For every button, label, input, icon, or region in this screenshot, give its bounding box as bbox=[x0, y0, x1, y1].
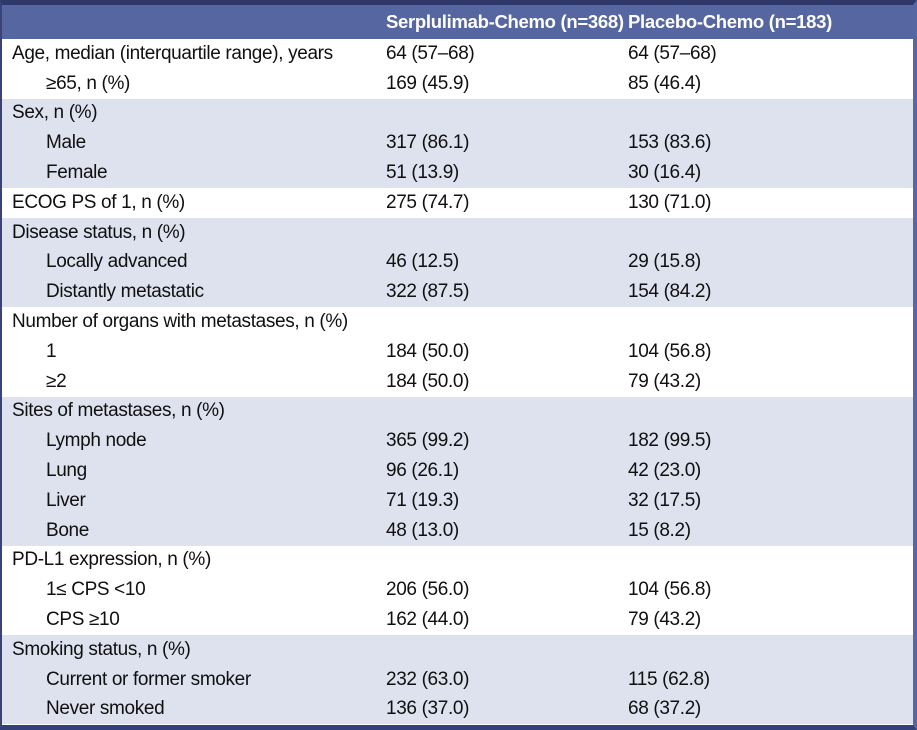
table-row: Locally advanced 46 (12.5) 29 (15.8) bbox=[2, 248, 913, 278]
row-label: CPS ≥10 bbox=[46, 609, 120, 631]
table-row: Disease status, n (%) bbox=[2, 218, 913, 248]
row-label: Lymph node bbox=[46, 430, 147, 452]
table-row: Sex, n (%) bbox=[2, 99, 913, 129]
row-label: Sex, n (%) bbox=[12, 102, 98, 124]
row-value-serplulimab: 365 (99.2) bbox=[386, 430, 470, 452]
row-label: Female bbox=[46, 162, 108, 184]
row-label: Bone bbox=[46, 519, 89, 541]
header-col-serplulimab-chemo: Serplulimab-Chemo (n=368) bbox=[386, 11, 624, 32]
row-label: Age, median (interquartile range), years bbox=[12, 42, 333, 64]
row-value-serplulimab: 232 (63.0) bbox=[386, 668, 470, 690]
row-label: 1 bbox=[46, 340, 57, 362]
table-row: Liver 71 (19.3) 32 (17.5) bbox=[2, 486, 913, 516]
table-group-1: Sex, n (%) Male 317 (86.1) 153 (83.6) Fe… bbox=[2, 98, 913, 188]
table-row: Lung 96 (26.1) 42 (23.0) bbox=[2, 456, 913, 486]
header-col-placebo-chemo: Placebo-Chemo (n=183) bbox=[628, 11, 832, 32]
table-group-4: Number of organs with metastases, n (%) … bbox=[2, 307, 913, 396]
table-row: Age, median (interquartile range), years… bbox=[2, 39, 913, 69]
table-row: Sites of metastases, n (%) bbox=[2, 397, 913, 427]
table-row: ≥65, n (%) 169 (45.9) 85 (46.4) bbox=[2, 69, 913, 99]
row-value-placebo: 104 (56.8) bbox=[628, 340, 712, 362]
row-label: Locally advanced bbox=[46, 251, 188, 273]
table-row: ≥2 184 (50.0) 79 (43.2) bbox=[2, 367, 913, 397]
row-value-serplulimab: 46 (12.5) bbox=[386, 251, 459, 273]
table-row: Bone 48 (13.0) 15 (8.2) bbox=[2, 516, 913, 546]
row-value-placebo: 182 (99.5) bbox=[628, 430, 712, 452]
row-value-serplulimab: 184 (50.0) bbox=[386, 370, 470, 392]
row-value-serplulimab: 51 (13.9) bbox=[386, 162, 459, 184]
row-label: Smoking status, n (%) bbox=[12, 638, 191, 660]
row-value-placebo: 64 (57–68) bbox=[628, 42, 717, 64]
row-value-placebo: 79 (43.2) bbox=[628, 609, 701, 631]
row-value-serplulimab: 64 (57–68) bbox=[386, 42, 475, 64]
table-group-2: ECOG PS of 1, n (%) 275 (74.7) 130 (71.0… bbox=[2, 188, 913, 218]
table-header: Serplulimab-Chemo (n=368) Placebo-Chemo … bbox=[2, 5, 913, 39]
table-row: Female 51 (13.9) 30 (16.4) bbox=[2, 158, 913, 188]
table-row: Number of organs with metastases, n (%) bbox=[2, 307, 913, 337]
row-value-placebo: 15 (8.2) bbox=[628, 519, 691, 541]
row-value-placebo: 32 (17.5) bbox=[628, 489, 701, 511]
row-value-placebo: 79 (43.2) bbox=[628, 370, 701, 392]
table-row: 1≤ CPS <10 206 (56.0) 104 (56.8) bbox=[2, 575, 913, 605]
row-value-placebo: 85 (46.4) bbox=[628, 72, 701, 94]
row-value-serplulimab: 136 (37.0) bbox=[386, 698, 470, 720]
row-label: ≥65, n (%) bbox=[46, 72, 131, 94]
table-row: Never smoked 136 (37.0) 68 (37.2) bbox=[2, 695, 913, 725]
row-value-placebo: 154 (84.2) bbox=[628, 281, 712, 303]
row-value-placebo: 153 (83.6) bbox=[628, 132, 712, 154]
row-label: Lung bbox=[46, 460, 87, 482]
row-label: Disease status, n (%) bbox=[12, 221, 186, 243]
row-label: PD-L1 expression, n (%) bbox=[12, 549, 211, 571]
table-group-7: Smoking status, n (%) Current or former … bbox=[2, 634, 913, 725]
row-value-placebo: 115 (62.8) bbox=[628, 668, 710, 690]
table-row: PD-L1 expression, n (%) bbox=[2, 546, 913, 576]
table-group-3: Disease status, n (%) Locally advanced 4… bbox=[2, 217, 913, 308]
row-value-serplulimab: 322 (87.5) bbox=[386, 281, 470, 303]
row-value-serplulimab: 169 (45.9) bbox=[386, 72, 470, 94]
row-label: ECOG PS of 1, n (%) bbox=[12, 191, 185, 213]
row-label: Liver bbox=[46, 489, 86, 511]
row-label: Current or former smoker bbox=[46, 668, 251, 690]
row-label: Male bbox=[46, 132, 86, 154]
row-value-serplulimab: 71 (19.3) bbox=[386, 489, 459, 511]
row-value-serplulimab: 184 (50.0) bbox=[386, 340, 470, 362]
table-row: Smoking status, n (%) bbox=[2, 635, 913, 665]
row-value-placebo: 130 (71.0) bbox=[628, 191, 712, 213]
table-row: Distantly metastatic 322 (87.5) 154 (84.… bbox=[2, 277, 913, 307]
row-value-placebo: 104 (56.8) bbox=[628, 579, 712, 601]
row-value-serplulimab: 206 (56.0) bbox=[386, 579, 470, 601]
row-value-placebo: 42 (23.0) bbox=[628, 460, 701, 482]
table-row: ECOG PS of 1, n (%) 275 (74.7) 130 (71.0… bbox=[2, 188, 913, 218]
row-value-placebo: 30 (16.4) bbox=[628, 162, 701, 184]
row-label: 1≤ CPS <10 bbox=[46, 579, 146, 601]
table-row: CPS ≥10 162 (44.0) 79 (43.2) bbox=[2, 605, 913, 635]
row-label: ≥2 bbox=[46, 370, 67, 392]
row-label: Sites of metastases, n (%) bbox=[12, 400, 225, 422]
row-label: Never smoked bbox=[46, 698, 165, 720]
row-value-serplulimab: 48 (13.0) bbox=[386, 519, 459, 541]
table-row: Current or former smoker 232 (63.0) 115 … bbox=[2, 665, 913, 695]
row-value-placebo: 68 (37.2) bbox=[628, 698, 701, 720]
table-row: Lymph node 365 (99.2) 182 (99.5) bbox=[2, 426, 913, 456]
table-row: Male 317 (86.1) 153 (83.6) bbox=[2, 128, 913, 158]
row-value-serplulimab: 162 (44.0) bbox=[386, 609, 470, 631]
row-value-serplulimab: 275 (74.7) bbox=[386, 191, 470, 213]
row-value-serplulimab: 317 (86.1) bbox=[386, 132, 470, 154]
table-body: Age, median (interquartile range), years… bbox=[2, 39, 913, 725]
table-group-0: Age, median (interquartile range), years… bbox=[2, 39, 913, 99]
table-row: 1 184 (50.0) 104 (56.8) bbox=[2, 337, 913, 367]
table-group-6: PD-L1 expression, n (%) 1≤ CPS <10 206 (… bbox=[2, 546, 913, 635]
row-value-placebo: 29 (15.8) bbox=[628, 251, 701, 273]
row-value-serplulimab: 96 (26.1) bbox=[386, 460, 459, 482]
row-label: Number of organs with metastases, n (%) bbox=[12, 311, 348, 333]
row-label: Distantly metastatic bbox=[46, 281, 204, 303]
table-group-5: Sites of metastases, n (%) Lymph node 36… bbox=[2, 396, 913, 546]
